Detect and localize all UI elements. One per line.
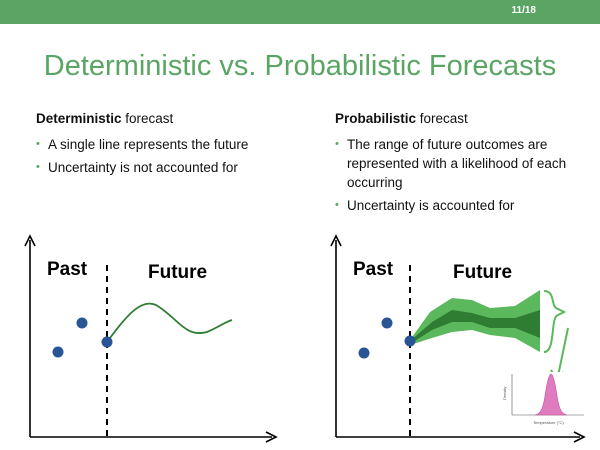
probabilistic-bullets: The range of future outcomes are represe… <box>335 135 575 215</box>
deterministic-heading-rest: forecast <box>121 111 174 126</box>
past-observation-dot <box>381 317 393 329</box>
y-axis-arrow <box>24 234 36 247</box>
bullet-item: Uncertainty is accounted for <box>335 196 575 215</box>
past-observation-dot <box>76 317 88 329</box>
x-axis-arrow <box>573 431 586 443</box>
x-axis-arrow <box>265 431 278 443</box>
brace-pointer-arrow <box>557 327 569 377</box>
forecast-line <box>106 302 233 343</box>
current-observation-dot <box>101 336 113 348</box>
deterministic-bullets: A single line represents the future Unce… <box>36 135 286 177</box>
range-brace <box>543 290 567 353</box>
current-observation-dot <box>404 335 416 347</box>
deterministic-heading-bold: Deterministic <box>36 111 122 126</box>
slide-number: 11/18 <box>511 5 536 16</box>
past-observation-dot <box>358 347 370 359</box>
probabilistic-heading-rest: forecast <box>416 111 468 126</box>
bullet-item: Uncertainty is not accounted for <box>36 158 286 177</box>
deterministic-column: Deterministic forecast A single line rep… <box>36 110 286 181</box>
past-label: Past <box>353 259 394 280</box>
future-label: Future <box>148 262 207 283</box>
inner-uncertainty-band <box>410 310 540 344</box>
deterministic-heading: Deterministic forecast <box>36 110 286 127</box>
slide-title: Deterministic vs. Probabilistic Forecast… <box>43 50 557 82</box>
past-label: Past <box>47 259 88 280</box>
y-axis-arrow <box>330 234 342 247</box>
bullet-item: A single line represents the future <box>36 135 286 154</box>
inset-x-label: Temperature (°C) <box>533 420 564 425</box>
probabilistic-heading: Probabilistic forecast <box>335 110 575 127</box>
probabilistic-heading-bold: Probabilistic <box>335 111 417 126</box>
bullet-item: The range of future outcomes are represe… <box>335 135 575 192</box>
deterministic-diagram: Past Future <box>24 234 278 443</box>
future-label: Future <box>453 262 512 283</box>
inset-y-label: Density <box>502 387 507 400</box>
density-inset: Temperature (°C) Density <box>502 372 586 425</box>
probabilistic-column: Probabilistic forecast The range of futu… <box>335 110 575 219</box>
probabilistic-diagram: Past Future Temperature (°C) Density <box>330 234 586 443</box>
density-curve <box>534 373 568 416</box>
header-bar: 11/18 <box>0 0 600 24</box>
past-observation-dot <box>52 346 64 358</box>
